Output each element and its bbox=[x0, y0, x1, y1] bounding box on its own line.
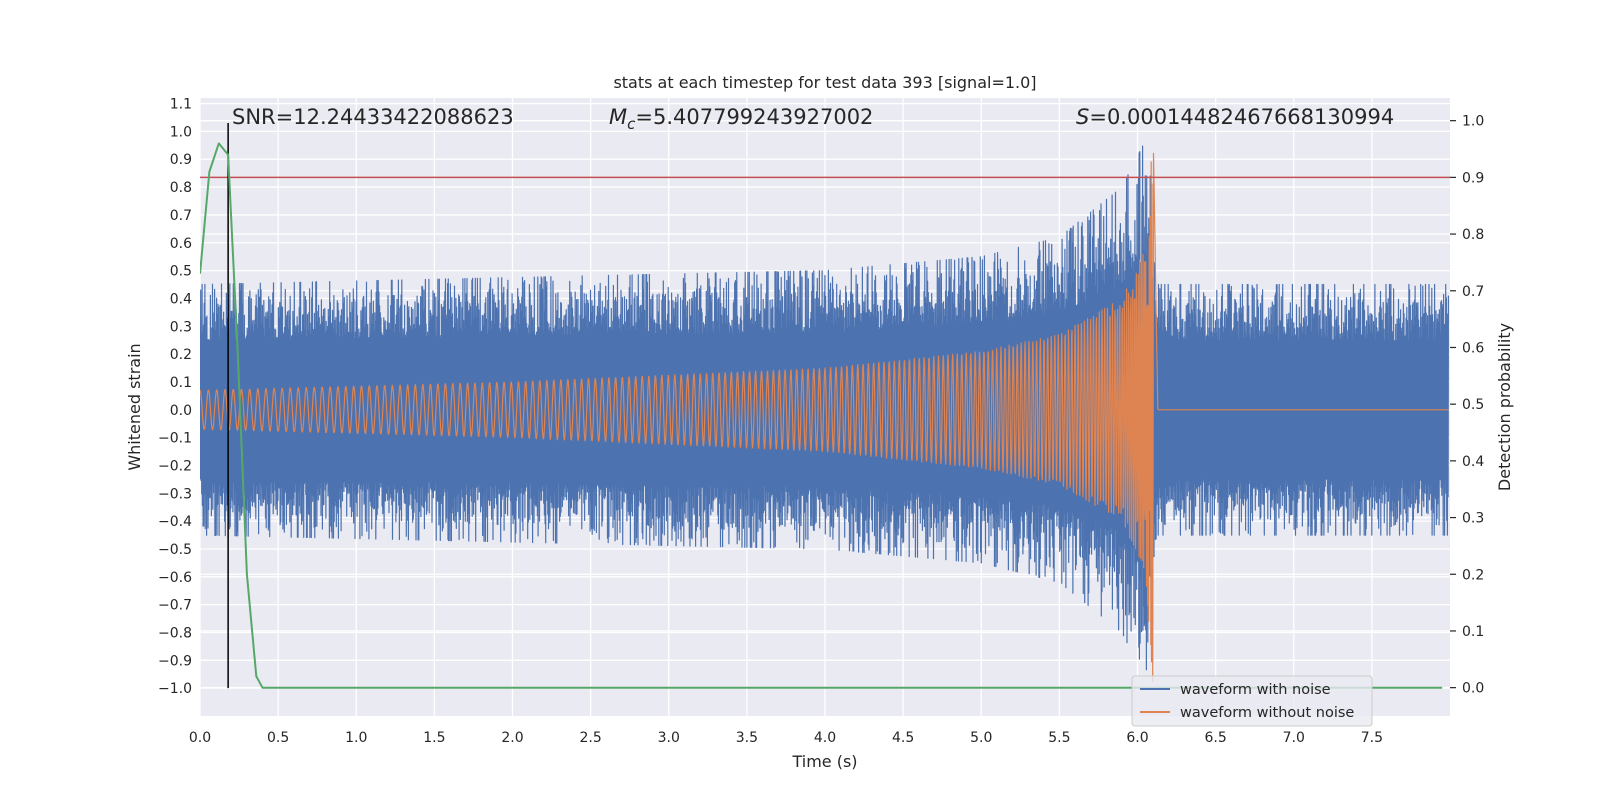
x-tick-label: 2.0 bbox=[501, 730, 523, 746]
x-tick-label: 6.0 bbox=[1126, 730, 1148, 746]
chart-title: stats at each timestep for test data 393… bbox=[613, 73, 1036, 92]
y2-axis-ticks: 1.0 0.9 0.8 0.7 0.6 0.5 0.4 0.3 0.2 0.1 0.0 bbox=[1450, 114, 1484, 697]
legend-label-waveform-without-noise: waveform without noise bbox=[1180, 705, 1354, 721]
chirp-mass-annotation: Mc=5.407799243927002 bbox=[609, 105, 873, 133]
x-tick-label: 0.0 bbox=[189, 730, 211, 746]
series-line-waveform-without-noise bbox=[200, 152, 1449, 683]
series-line-waveform-with-noise bbox=[200, 145, 1449, 671]
y-tick-label: −0.6 bbox=[158, 570, 192, 586]
x-tick-label: 5.5 bbox=[1048, 730, 1070, 746]
legend: waveform with noise waveform without noi… bbox=[1131, 675, 1373, 727]
x-tick-label: 3.0 bbox=[658, 730, 680, 746]
x-tick-label: 6.5 bbox=[1204, 730, 1226, 746]
series-line-detection-probability bbox=[200, 142, 1443, 689]
y-tick-label: −0.8 bbox=[158, 625, 192, 641]
chirp-mass-value: =5.407799243927002 bbox=[635, 105, 873, 129]
chirp-mass-subscript: c bbox=[627, 115, 636, 133]
y-tick-label: 0.9 bbox=[170, 152, 192, 168]
y2-tick-label: 0.2 bbox=[1462, 567, 1484, 583]
y-tick-label: 0.6 bbox=[170, 236, 192, 252]
y2-tick-label: 0.7 bbox=[1462, 284, 1484, 300]
y-tick-label: −0.5 bbox=[158, 542, 192, 558]
chirp-mass-symbol: M bbox=[609, 105, 627, 129]
y2-tick-label: 0.0 bbox=[1462, 681, 1484, 697]
y-tick-label: 1.0 bbox=[170, 124, 192, 140]
s-statistic-annotation: S=0.00014482467668130994 bbox=[1076, 105, 1394, 129]
y-tick-label: 1.1 bbox=[170, 97, 192, 113]
y-tick-label: −1.0 bbox=[158, 681, 192, 697]
x-tick-label: 4.5 bbox=[892, 730, 914, 746]
x-tick-label: 1.5 bbox=[423, 730, 445, 746]
x-axis-ticks: 0.0 0.5 1.0 1.5 2.0 2.5 3.0 3.5 4.0 4.5 5.0 5.5 6.0 6… bbox=[189, 730, 1383, 746]
x-tick-label: 7.5 bbox=[1361, 730, 1383, 746]
s-statistic-value: =0.00014482467668130994 bbox=[1089, 105, 1394, 129]
y-tick-label: −0.2 bbox=[158, 458, 192, 474]
legend-box bbox=[1131, 675, 1373, 727]
x-tick-label: 2.5 bbox=[579, 730, 601, 746]
y-tick-label: −0.4 bbox=[158, 514, 192, 530]
x-axis-label: Time (s) bbox=[791, 752, 857, 771]
y-tick-label: 0.2 bbox=[170, 347, 192, 363]
y-tick-label: 0.7 bbox=[170, 208, 192, 224]
legend-label-waveform-with-noise: waveform with noise bbox=[1180, 682, 1331, 698]
y-tick-label: −0.7 bbox=[158, 598, 192, 614]
y2-tick-label: 0.4 bbox=[1462, 454, 1484, 470]
y-tick-label: 0.0 bbox=[170, 403, 192, 419]
y-tick-label: −0.1 bbox=[158, 431, 192, 447]
y-axis-ticks: 1.1 1.0 0.9 0.8 0.7 0.6 0.5 0.4 0.3 0.2 0.1 0.0 −0.1… bbox=[158, 97, 192, 698]
x-tick-label: 3.5 bbox=[736, 730, 758, 746]
y-tick-label: 0.4 bbox=[170, 291, 192, 307]
y-tick-label: −0.3 bbox=[158, 486, 192, 502]
x-tick-label: 4.0 bbox=[814, 730, 836, 746]
y-axis-label: Whitened strain bbox=[125, 343, 144, 470]
y-tick-label: 0.1 bbox=[170, 375, 192, 391]
y2-tick-label: 0.5 bbox=[1462, 397, 1484, 413]
y2-tick-label: 0.1 bbox=[1462, 624, 1484, 640]
s-statistic-symbol: S bbox=[1076, 105, 1089, 129]
y-tick-label: −0.9 bbox=[158, 653, 192, 669]
x-tick-label: 7.0 bbox=[1283, 730, 1305, 746]
y2-tick-label: 1.0 bbox=[1462, 114, 1484, 130]
y-tick-label: 0.8 bbox=[170, 180, 192, 196]
y-tick-label: 0.5 bbox=[170, 264, 192, 280]
x-tick-label: 5.0 bbox=[970, 730, 992, 746]
x-tick-label: 0.5 bbox=[267, 730, 289, 746]
x-tick-label: 1.0 bbox=[345, 730, 367, 746]
y2-tick-label: 0.6 bbox=[1462, 340, 1484, 356]
y-tick-label: 0.3 bbox=[170, 319, 192, 335]
snr-annotation: SNR=12.24433422088623 bbox=[232, 105, 514, 129]
y2-axis-label: Detection probability bbox=[1495, 323, 1514, 491]
y2-tick-label: 0.8 bbox=[1462, 227, 1484, 243]
y2-tick-label: 0.3 bbox=[1462, 511, 1484, 527]
y2-tick-label: 0.9 bbox=[1462, 170, 1484, 186]
